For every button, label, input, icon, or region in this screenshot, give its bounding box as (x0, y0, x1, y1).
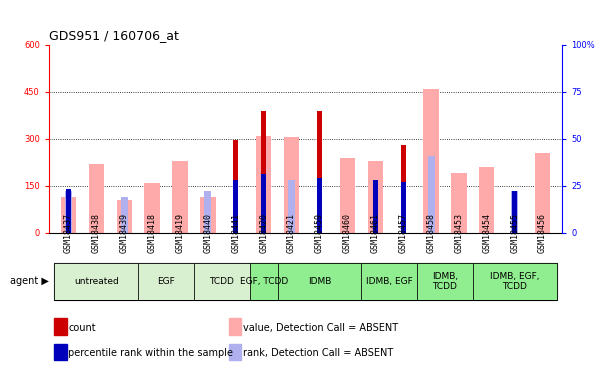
Bar (452, 173, 467, 232)
Bar (535, 153, 551, 232)
Text: GSM18439: GSM18439 (120, 213, 129, 253)
Bar (479, 167, 494, 232)
Bar (512, 191, 517, 232)
Bar (284, 137, 299, 232)
Bar (277, 262, 361, 300)
Bar (288, 180, 295, 232)
Text: GSM18440: GSM18440 (203, 213, 213, 253)
Bar (229, 344, 241, 360)
Bar (117, 200, 132, 232)
Bar (428, 156, 434, 232)
Bar (60, 196, 76, 232)
Text: GSM18420: GSM18420 (259, 213, 268, 253)
Bar (89, 164, 104, 232)
Text: EGF: EGF (157, 277, 175, 286)
Text: GSM18441: GSM18441 (232, 213, 240, 253)
Text: IDMB, EGF,
TCDD: IDMB, EGF, TCDD (490, 272, 540, 291)
Text: GSM18421: GSM18421 (287, 213, 296, 253)
Text: IDMB, EGF: IDMB, EGF (366, 277, 412, 286)
Text: GSM18457: GSM18457 (398, 213, 408, 253)
Bar (66, 189, 71, 232)
Text: GSM18437: GSM18437 (64, 213, 73, 253)
Bar (511, 191, 518, 232)
Bar (373, 180, 378, 232)
Text: GSM18419: GSM18419 (175, 213, 185, 253)
Bar (121, 197, 128, 232)
Bar (317, 111, 322, 232)
Bar (194, 262, 250, 300)
Bar (401, 182, 406, 232)
Text: untreated: untreated (74, 277, 119, 286)
Bar (401, 145, 406, 232)
Bar (317, 178, 322, 232)
Text: count: count (68, 323, 96, 333)
Bar (262, 174, 266, 232)
Bar (250, 262, 277, 300)
Bar (54, 262, 138, 300)
Text: GSM18460: GSM18460 (343, 213, 352, 253)
Bar (361, 262, 417, 300)
Bar (423, 89, 439, 232)
Text: EGF, TCDD: EGF, TCDD (240, 277, 288, 286)
Text: GSM18458: GSM18458 (426, 213, 436, 253)
Bar (261, 111, 266, 232)
Bar (54, 318, 67, 335)
Text: GSM18459: GSM18459 (315, 213, 324, 253)
Text: percentile rank within the sample: percentile rank within the sample (68, 348, 233, 358)
Bar (172, 160, 188, 232)
Text: GSM18438: GSM18438 (92, 213, 101, 253)
Text: IDMB: IDMB (308, 277, 331, 286)
Bar (473, 262, 557, 300)
Text: GSM18456: GSM18456 (538, 213, 547, 253)
Bar (205, 191, 211, 232)
Text: GSM18455: GSM18455 (510, 213, 519, 253)
Bar (54, 344, 67, 360)
Text: GSM18453: GSM18453 (455, 213, 463, 253)
Text: value, Detection Call = ABSENT: value, Detection Call = ABSENT (243, 323, 398, 333)
Text: GDS951 / 160706_at: GDS951 / 160706_at (49, 30, 179, 42)
Text: IDMB,
TCDD: IDMB, TCDD (432, 272, 458, 291)
Bar (65, 191, 72, 232)
Bar (256, 136, 271, 232)
Text: GSM18454: GSM18454 (482, 213, 491, 253)
Bar (368, 160, 383, 232)
Text: GSM18461: GSM18461 (371, 213, 379, 253)
Bar (138, 262, 194, 300)
Bar (233, 180, 238, 232)
Text: agent ▶: agent ▶ (10, 276, 49, 286)
Bar (233, 140, 238, 232)
Bar (417, 262, 473, 300)
Bar (144, 183, 159, 232)
Bar (229, 318, 241, 335)
Text: GSM18418: GSM18418 (148, 213, 156, 253)
Text: TCDD: TCDD (210, 277, 234, 286)
Bar (340, 158, 355, 232)
Bar (200, 196, 216, 232)
Text: rank, Detection Call = ABSENT: rank, Detection Call = ABSENT (243, 348, 393, 358)
